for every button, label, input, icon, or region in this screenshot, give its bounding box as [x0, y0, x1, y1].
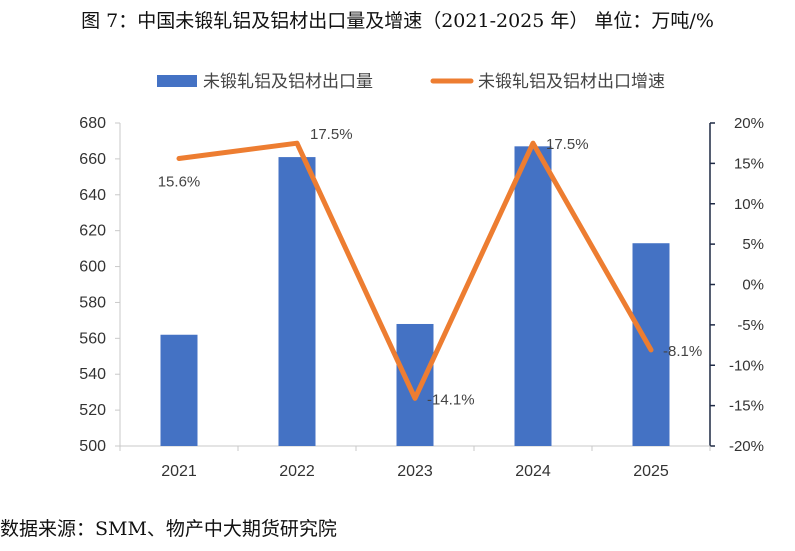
y-left-tick-label: 520 — [79, 402, 106, 419]
data-label: 17.5% — [546, 136, 589, 153]
y-left-tick-label: 660 — [79, 151, 106, 168]
y-left-tick-label: 580 — [79, 294, 106, 311]
source-note: 数据来源：SMM、物产中大期货研究院 — [0, 518, 337, 540]
legend-line-label: 未锻轧铝及铝材出口增速 — [478, 72, 665, 91]
legend-bar-label: 未锻轧铝及铝材出口量 — [203, 72, 373, 91]
y-left-tick-label: 680 — [79, 115, 106, 132]
bar — [160, 334, 198, 446]
y-left-tick-label: 560 — [79, 330, 106, 347]
line-series — [176, 140, 654, 401]
y-left-tick-label: 540 — [79, 366, 106, 383]
data-labels: 15.6% 17.5% -14.1% 17.5% -8.1% — [158, 126, 702, 408]
y-right-tick-label: -5% — [737, 317, 764, 334]
bar — [278, 157, 316, 446]
data-label: 15.6% — [158, 174, 201, 191]
chart-legend: 未锻轧铝及铝材出口量 未锻轧铝及铝材出口增速 — [157, 72, 665, 91]
bar — [396, 323, 434, 446]
y-right-tick-label: 0% — [742, 277, 764, 294]
y-right-tick-label: 5% — [742, 236, 764, 253]
x-tick-label: 2022 — [279, 463, 315, 480]
y-right-tick-label: 15% — [734, 155, 764, 172]
legend-bar-swatch — [157, 75, 197, 87]
y-right-tick-label: -10% — [729, 357, 764, 374]
data-label: 17.5% — [310, 126, 353, 143]
chart-title: 图 7：中国未锻轧铝及铝材出口量及增速（2021-2025 年） 单位：万吨/% — [81, 10, 714, 32]
y-right-tick-label: -15% — [729, 398, 764, 415]
data-label: -8.1% — [663, 343, 702, 360]
y-left-tick-label: 620 — [79, 223, 106, 240]
x-tick-label: 2021 — [161, 463, 197, 480]
y-left-tick-label: 640 — [79, 187, 106, 204]
y-right-tick-label: 20% — [734, 115, 764, 132]
bar-series — [160, 146, 670, 447]
bar — [632, 243, 670, 446]
y-left-tick-label: 500 — [79, 438, 106, 455]
x-tick-label: 2023 — [397, 463, 433, 480]
data-label: -14.1% — [427, 391, 475, 408]
x-tick-label: 2024 — [515, 463, 551, 480]
bar — [514, 146, 552, 447]
x-tick-label: 2025 — [633, 463, 669, 480]
y-left-tick-label: 600 — [79, 259, 106, 276]
y-right-tick-label: -20% — [729, 438, 764, 455]
y-right-tick-label: 10% — [734, 196, 764, 213]
